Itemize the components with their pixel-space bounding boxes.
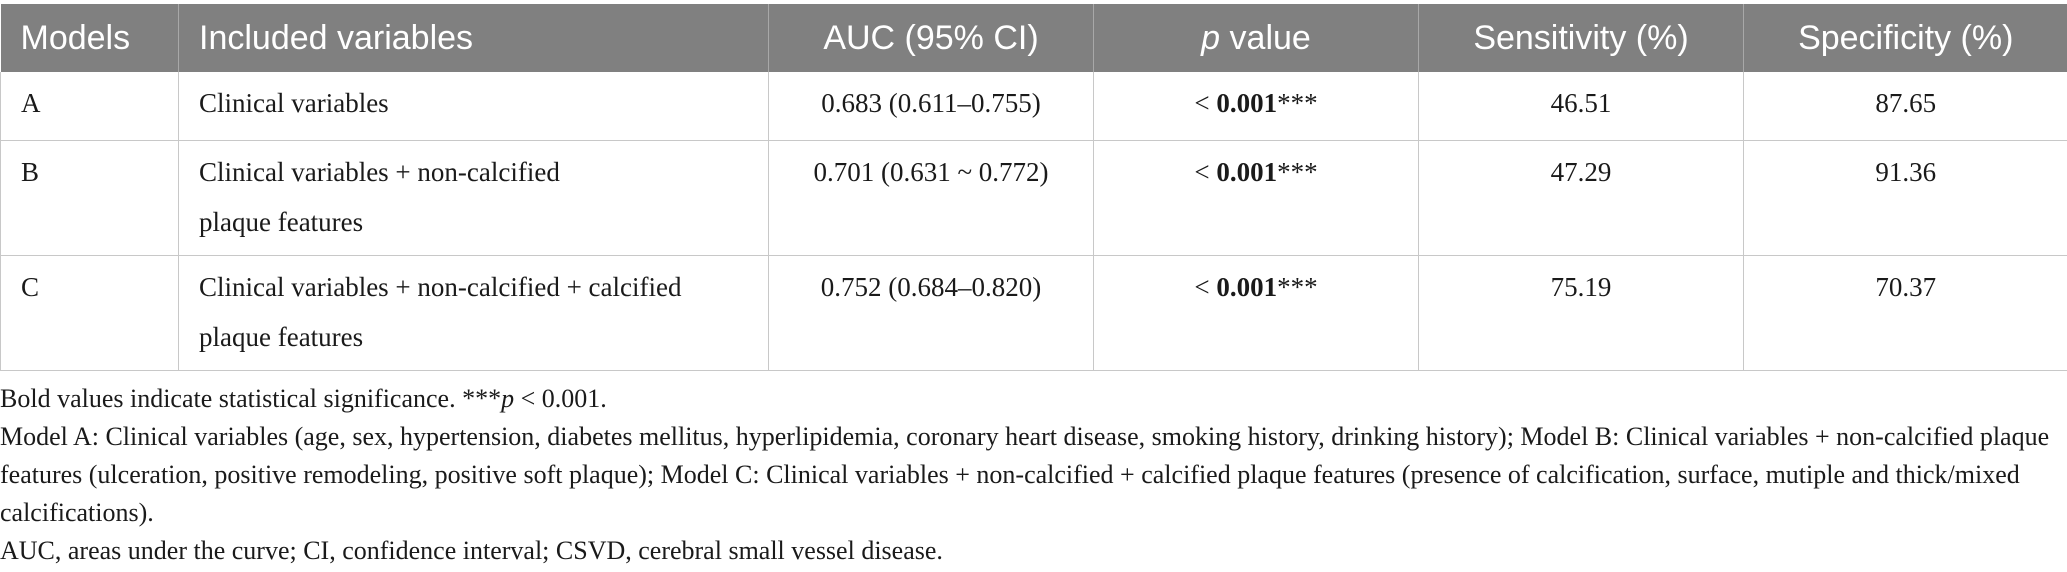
results-table-container: Models Included variables AUC (95% CI) p… — [0, 4, 2067, 371]
p-prefix: < — [1194, 272, 1217, 302]
cell-specificity: 70.37 — [1743, 255, 2067, 371]
cell-sensitivity: 47.29 — [1418, 140, 1744, 256]
header-row: Models Included variables AUC (95% CI) p… — [0, 4, 2067, 72]
p-bold-value: 0.001 — [1216, 272, 1278, 302]
cell-model: A — [0, 72, 179, 141]
header-auc: AUC (95% CI) — [768, 4, 1094, 72]
cell-model: C — [0, 255, 179, 371]
header-p-value-label: value — [1229, 18, 1311, 57]
table-footnotes: Bold values indicate statistical signifi… — [0, 380, 2050, 570]
variables-line1: Clinical variables + non-calcified — [199, 157, 560, 187]
cell-variables: Clinical variables + non-calcified plaque… — [178, 140, 769, 256]
cell-specificity: 91.36 — [1743, 140, 2067, 256]
table-row: C Clinical variables + non-calcified + c… — [0, 255, 2067, 371]
variables-line2: plaque features — [199, 322, 364, 352]
p-stars: *** — [1277, 272, 1318, 302]
table-row: B Clinical variables + non-calcified plaq… — [0, 140, 2067, 256]
header-models: Models — [0, 4, 179, 72]
cell-sensitivity: 75.19 — [1418, 255, 1744, 371]
cell-specificity: 87.65 — [1743, 72, 2067, 141]
header-sensitivity: Sensitivity (%) — [1418, 4, 1744, 72]
significance-note-suffix: < 0.001. — [514, 384, 607, 413]
cell-variables: Clinical variables — [178, 72, 769, 141]
cell-sensitivity: 46.51 — [1418, 72, 1744, 141]
significance-note-p: p — [501, 384, 515, 413]
cell-p-value: < 0.001*** — [1093, 255, 1419, 371]
table-row: A Clinical variables 0.683 (0.611–0.755)… — [0, 72, 2067, 141]
cell-model: B — [0, 140, 179, 256]
header-specificity: Specificity (%) — [1743, 4, 2067, 72]
model-definitions-note: Model A: Clinical variables (age, sex, h… — [0, 422, 2050, 527]
abbreviations-note: AUC, areas under the curve; CI, confiden… — [0, 536, 943, 565]
cell-auc: 0.701 (0.631 ~ 0.772) — [768, 140, 1094, 256]
header-p-italic: p — [1201, 18, 1221, 57]
table-body: A Clinical variables 0.683 (0.611–0.755)… — [0, 72, 2067, 371]
p-bold-value: 0.001 — [1216, 157, 1278, 187]
significance-note-prefix: Bold values indicate statistical signifi… — [0, 384, 502, 413]
p-stars: *** — [1277, 157, 1318, 187]
cell-variables: Clinical variables + non-calcified + cal… — [178, 255, 769, 371]
table-header: Models Included variables AUC (95% CI) p… — [0, 4, 2067, 72]
model-comparison-table: Models Included variables AUC (95% CI) p… — [0, 4, 2067, 371]
variables-line1: Clinical variables + non-calcified + cal… — [199, 272, 682, 302]
p-prefix: < — [1194, 88, 1217, 118]
p-prefix: < — [1194, 157, 1217, 187]
p-bold-value: 0.001 — [1216, 88, 1278, 118]
cell-auc: 0.752 (0.684–0.820) — [768, 255, 1094, 371]
cell-p-value: < 0.001*** — [1093, 72, 1419, 141]
header-p-value: p value — [1093, 4, 1419, 72]
cell-p-value: < 0.001*** — [1093, 140, 1419, 256]
p-stars: *** — [1277, 88, 1318, 118]
header-included-variables: Included variables — [178, 4, 769, 72]
variables-line2: plaque features — [199, 207, 364, 237]
variables-line1: Clinical variables — [199, 88, 389, 118]
significance-note: Bold values indicate statistical signifi… — [0, 380, 2050, 418]
cell-auc: 0.683 (0.611–0.755) — [768, 72, 1094, 141]
